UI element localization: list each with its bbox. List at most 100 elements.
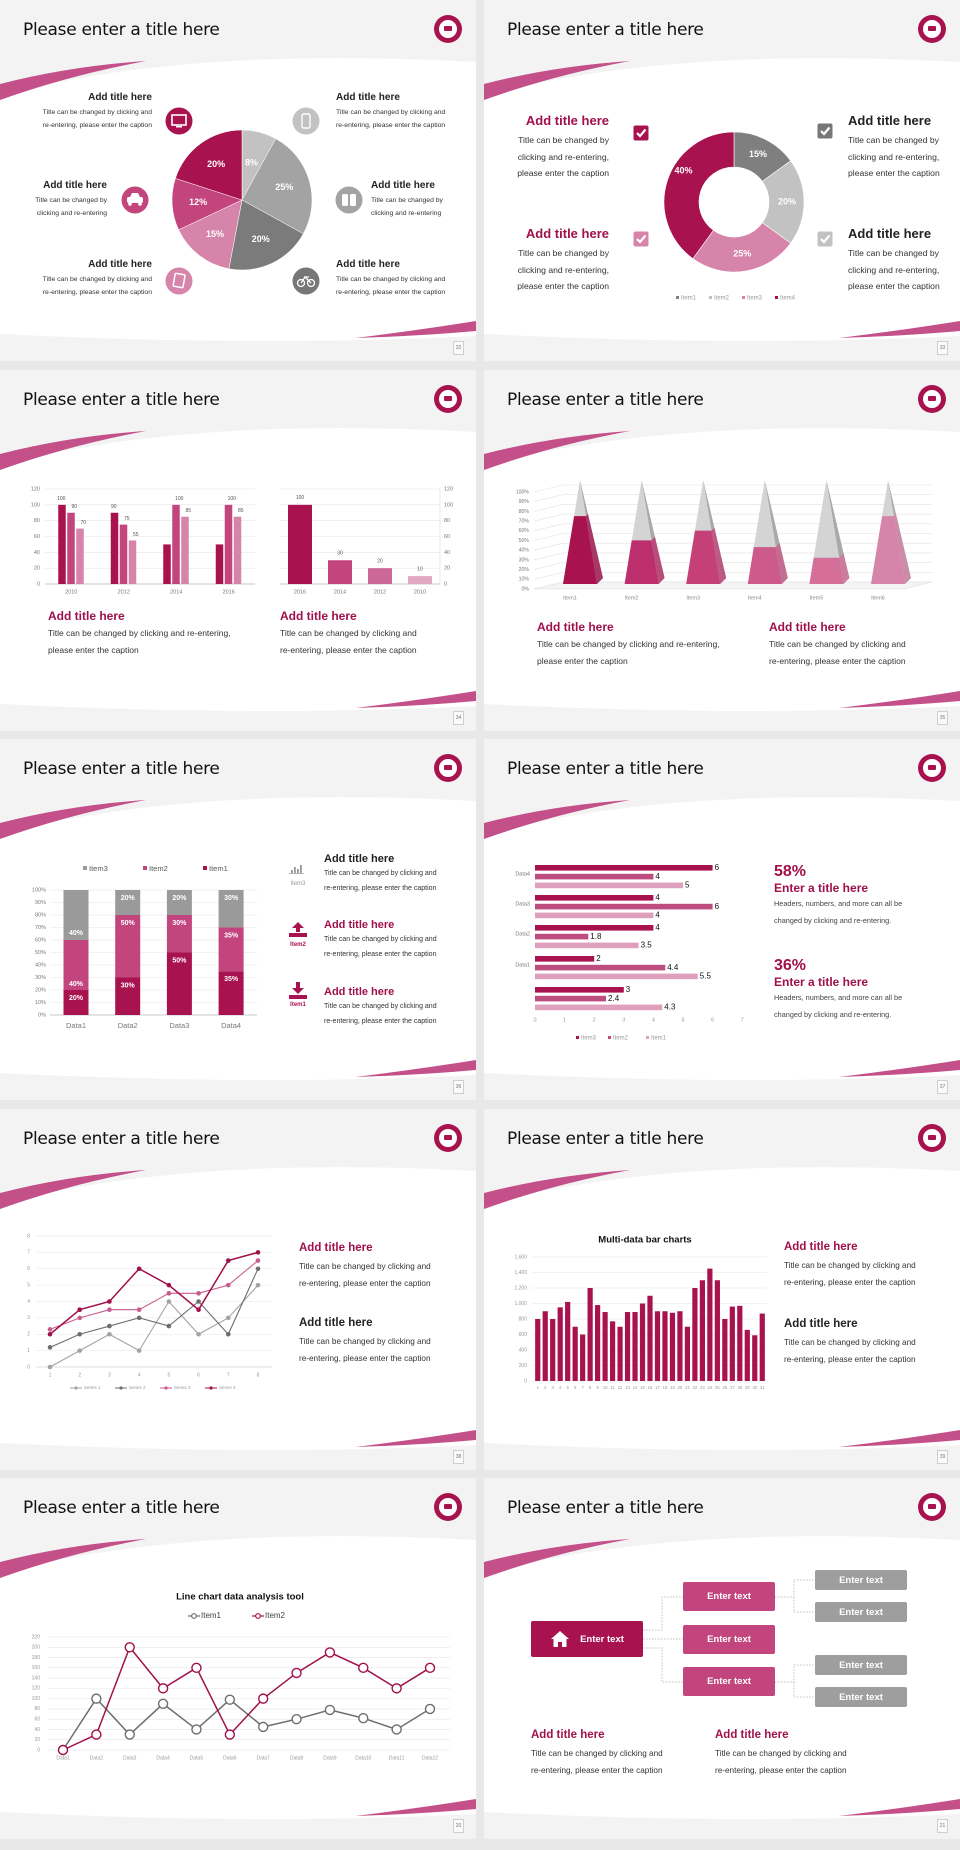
page-number: 37 [937,1080,948,1094]
pyramid-fill [624,540,659,584]
y-tick-label: 30% [35,975,46,981]
shape [297,869,299,873]
checkmark [820,234,831,244]
tree-leaf-node[interactable]: Enter text [815,1602,907,1622]
x-tick-label: Data6 [223,1755,237,1761]
y-tick-label: 100 [32,1696,41,1702]
legend-swatch [576,1036,579,1039]
series-line [49,1284,259,1368]
data-point [77,1331,83,1337]
shape [551,1631,570,1647]
block-caption: please enter the caption [517,168,609,179]
slide-8[interactable]: Please enter a title here 39 Multi-data ba… [484,1109,960,1470]
slide-2[interactable]: Please enter a title here 33 15% 20% 25% 40% I… [484,0,960,361]
tree-leaf-node[interactable]: Enter text [815,1655,907,1675]
shape [292,982,304,994]
university-logo [918,1124,946,1152]
y-tick-label: 80% [519,509,530,515]
x-tick-label: 7 [227,1372,230,1378]
data-point [136,1348,142,1353]
icon-label: Item2 [290,942,306,948]
block-title: Add title here [299,1317,373,1329]
y-tick-label: 200 [32,1645,41,1651]
shape [301,113,311,129]
y-tick-label: 10% [35,1000,46,1006]
page-number: 33 [937,341,948,355]
bar [535,903,713,910]
x-tick-label: 25 [715,1385,720,1390]
data-point [225,1331,231,1337]
x-tick-label: 3 [552,1385,555,1390]
data-point [255,1258,261,1263]
tree-branch-node[interactable]: Enter text [683,1667,775,1696]
slide-9[interactable]: Please enter a title here 20 Line chart da… [0,1478,476,1839]
slide-title: Please enter a title here [23,759,220,779]
slide-3[interactable]: Please enter a title here 34 0 20 40 60 80 100 1… [0,370,476,731]
bar [535,995,607,1002]
data-point [255,1266,261,1272]
tree-branch-node[interactable]: Enter text [683,1625,775,1654]
y-tick-label: 80% [35,912,46,918]
page-number: 21 [937,1819,948,1833]
data-point [391,1724,402,1735]
y-tick-label: 20 [34,566,40,572]
segment-label: 30% [121,982,136,989]
bar-value-label: 30 [337,551,343,557]
slide-title: Please enter a title here [507,20,704,40]
data-point [224,1694,236,1705]
data-point [107,1331,112,1337]
accent-swoosh-bottom [839,1060,960,1077]
x-tick-label: Item6 [871,595,885,601]
block-title: Add title here [48,609,125,623]
slide-6[interactable]: Please enter a title here 37 6 4 5 Data4 4 6 4 Da… [484,739,960,1100]
x-tick-label: 2 [78,1372,81,1378]
tree-root-node[interactable]: Enter text [531,1621,643,1657]
block-caption: re-entering, please enter the caption [784,1355,916,1364]
logo-emblem [928,396,936,401]
slide-title: Please enter a title here [23,20,220,40]
y-tick-label: 20 [34,1737,40,1743]
x-tick-label: Data8 [290,1755,304,1761]
tree-leaf-node[interactable]: Enter text [815,1570,907,1590]
data-point [166,1323,172,1329]
accent-swoosh-bottom [355,321,476,338]
data-point [196,1331,201,1337]
gridline [533,494,932,502]
bar-value-label: 4 [655,893,660,902]
legend-label: Series 4 [219,1385,236,1390]
slide-content: 0% 10% 20% 30% 40% 50% 60% 70% 80% 90% 100% Item1 It… [516,480,933,601]
x-tick-label: 11 [610,1385,615,1390]
page-number: 34 [453,711,464,725]
segment-label: 20% [121,895,136,902]
slide-5[interactable]: Please enter a title here 36 0% 10% 20% 30% 40… [0,739,476,1100]
x-tick-label: Item3 [686,595,700,601]
tree-branch-node[interactable]: Enter text [683,1582,775,1611]
data-point [225,1282,231,1288]
tree-leaf-node[interactable]: Enter text [815,1687,907,1707]
slide-1[interactable]: Please enter a title here 32 8% 25% 20% 15% 12… [0,0,476,361]
bar-value-label: 100 [228,496,237,502]
shape [127,197,143,203]
block-caption: Title can be changed by clicking and re-… [48,628,231,638]
stacked-bar-segment [63,890,89,940]
bar [535,912,654,919]
page-number: 38 [453,1450,464,1464]
stat-caption: Headers, numbers, and more can all be [774,899,903,908]
stacked-bar-segment [218,890,244,928]
slide-10[interactable]: Please enter a title here 21 Enter text Ent… [484,1478,960,1839]
pie-slice-label: 25% [275,182,293,192]
stat-caption: changed by clicking and re-entering. [774,915,892,925]
x-tick-label: 7 [581,1385,584,1390]
block-caption: re-entering, please enter the caption [299,1279,431,1288]
shape [296,278,306,288]
x-tick-label: Data3 [123,1755,137,1761]
checkmark [636,128,647,138]
bar [172,504,180,584]
x-tick-label: 8 [589,1385,592,1390]
slide-4[interactable]: Please enter a title here 35 0% 10% 20% 30% 40… [484,370,960,731]
x-tick-label: 2012 [374,589,386,595]
slide-7[interactable]: Please enter a title here 38 0 1 2 3 4 5 6 7 8 1 2 3 4… [0,1109,476,1470]
checkmark [820,126,831,136]
block-caption: Title can be changed by clicking and [336,109,446,116]
x-tick-label: 22 [693,1385,698,1390]
